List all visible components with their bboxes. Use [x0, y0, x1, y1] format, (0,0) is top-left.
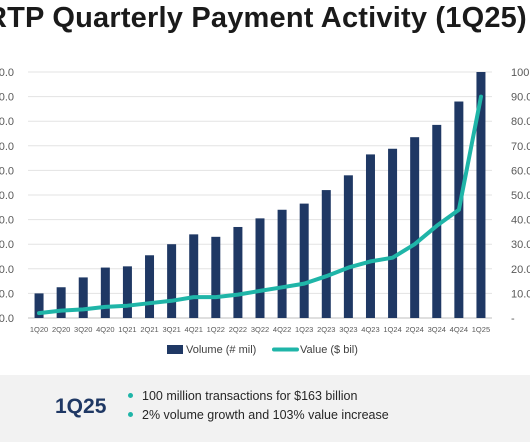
left-tick-label: 70.0	[0, 141, 14, 153]
summary-quarter-label: 1Q25	[55, 395, 107, 418]
bar-2Q24	[410, 137, 420, 318]
bar-4Q20	[100, 267, 110, 318]
bar-1Q22	[211, 236, 221, 318]
right-tick-label: 10.00	[511, 288, 530, 300]
legend-label-value: Value ($ bil)	[300, 344, 358, 356]
bar-2Q22	[233, 226, 243, 318]
right-tick-label: 80.00	[511, 116, 530, 128]
x-tick-label: 3Q21	[162, 325, 180, 334]
x-tick-label: 2Q24	[405, 325, 423, 334]
bar-4Q22	[277, 209, 287, 318]
right-tick-label: 70.00	[511, 141, 530, 153]
right-tick-label: 40.00	[511, 215, 530, 227]
bar-3Q20	[78, 277, 88, 318]
x-tick-label: 4Q22	[273, 325, 291, 334]
combo-chart: 0.0 10.0 20.0 30.0 40.0 50.0 60.0 70.0 80.0 90.0 1…	[0, 67, 530, 356]
right-tick-label: 60.00	[511, 165, 530, 177]
right-tick-label: 50.00	[511, 190, 530, 202]
bullet-dot-icon	[128, 393, 133, 399]
bullet-dot-icon	[128, 412, 133, 418]
bar-3Q24	[432, 124, 442, 318]
x-tick-label: 2Q20	[52, 325, 70, 334]
x-tick-label: 1Q22	[207, 325, 225, 334]
value-line	[37, 94, 483, 316]
left-tick-label: 50.0	[0, 190, 14, 202]
left-tick-label: 40.0	[0, 215, 14, 227]
bar-1Q23	[299, 203, 309, 318]
chart-title: RTP Quarterly Payment Activity (1Q25)	[0, 2, 527, 34]
left-tick-label: 0.0	[0, 313, 14, 325]
x-tick-label: 2Q22	[229, 325, 247, 334]
left-axis-ticks: 0.0 10.0 20.0 30.0 40.0 50.0 60.0 70.0 80.0 90.0 1…	[0, 67, 14, 325]
x-tick-label: 2Q23	[317, 325, 335, 334]
left-tick-label: 30.0	[0, 239, 14, 251]
right-tick-label: 20.00	[511, 264, 530, 276]
right-tick-label: -	[511, 313, 515, 325]
bar-2Q21	[145, 255, 155, 318]
right-tick-label: 30.00	[511, 239, 530, 251]
x-tick-label: 4Q21	[185, 325, 203, 334]
left-tick-label: 90.0	[0, 92, 14, 104]
bar-1Q25	[476, 72, 486, 318]
summary-bullet: 2% volume growth and 103% value increase	[128, 406, 389, 425]
x-tick-label: 1Q25	[472, 325, 490, 334]
left-tick-label: 60.0	[0, 165, 14, 177]
legend-swatch-volume	[167, 345, 183, 354]
x-tick-label: 1Q20	[30, 325, 48, 334]
right-tick-label: 100.00	[511, 67, 530, 79]
left-tick-label: 80.0	[0, 116, 14, 128]
x-tick-label: 3Q23	[339, 325, 357, 334]
x-tick-label: 1Q21	[118, 325, 136, 334]
x-tick-label: 3Q20	[74, 325, 92, 334]
summary-bullet: 100 million transactions for $163 billio…	[128, 387, 389, 406]
legend: Volume (# mil) Value ($ bil)	[167, 344, 358, 356]
x-tick-label: 1Q23	[295, 325, 313, 334]
x-tick-label: 4Q23	[361, 325, 379, 334]
bar-1Q21	[122, 266, 132, 318]
bar-3Q21	[167, 244, 177, 318]
bar-2Q23	[321, 190, 331, 318]
bar-3Q23	[343, 175, 353, 318]
summary-bullets: 100 million transactions for $163 billio…	[128, 387, 389, 425]
bar-1Q24	[388, 148, 398, 318]
legend-label-volume: Volume (# mil)	[186, 344, 256, 356]
right-tick-label: 90.00	[511, 92, 530, 104]
x-tick-label: 4Q20	[96, 325, 114, 334]
bar-3Q22	[255, 218, 265, 318]
bar-1Q20	[34, 293, 44, 318]
right-axis-ticks: - 10.00 20.00 30.00 40.00 50.00 60.00 70.00 80.0…	[511, 67, 530, 325]
summary-panel: 1Q25 100 million transactions for $163 b…	[0, 375, 530, 442]
x-tick-label: 2Q21	[140, 325, 158, 334]
x-tick-label: 3Q22	[251, 325, 269, 334]
left-tick-label: 100.0	[0, 67, 14, 79]
left-tick-label: 10.0	[0, 288, 14, 300]
bar-2Q20	[56, 287, 66, 318]
bar-4Q21	[189, 234, 199, 318]
left-tick-label: 20.0	[0, 264, 14, 276]
x-axis-ticks: 1Q20 2Q20 3Q20 4Q20 1Q21 2Q21 3Q21 4Q21 1Q22 2Q22…	[30, 325, 490, 334]
x-tick-label: 1Q24	[383, 325, 401, 334]
bar-4Q23	[365, 154, 375, 318]
x-tick-label: 4Q24	[450, 325, 468, 334]
x-tick-label: 3Q24	[428, 325, 446, 334]
